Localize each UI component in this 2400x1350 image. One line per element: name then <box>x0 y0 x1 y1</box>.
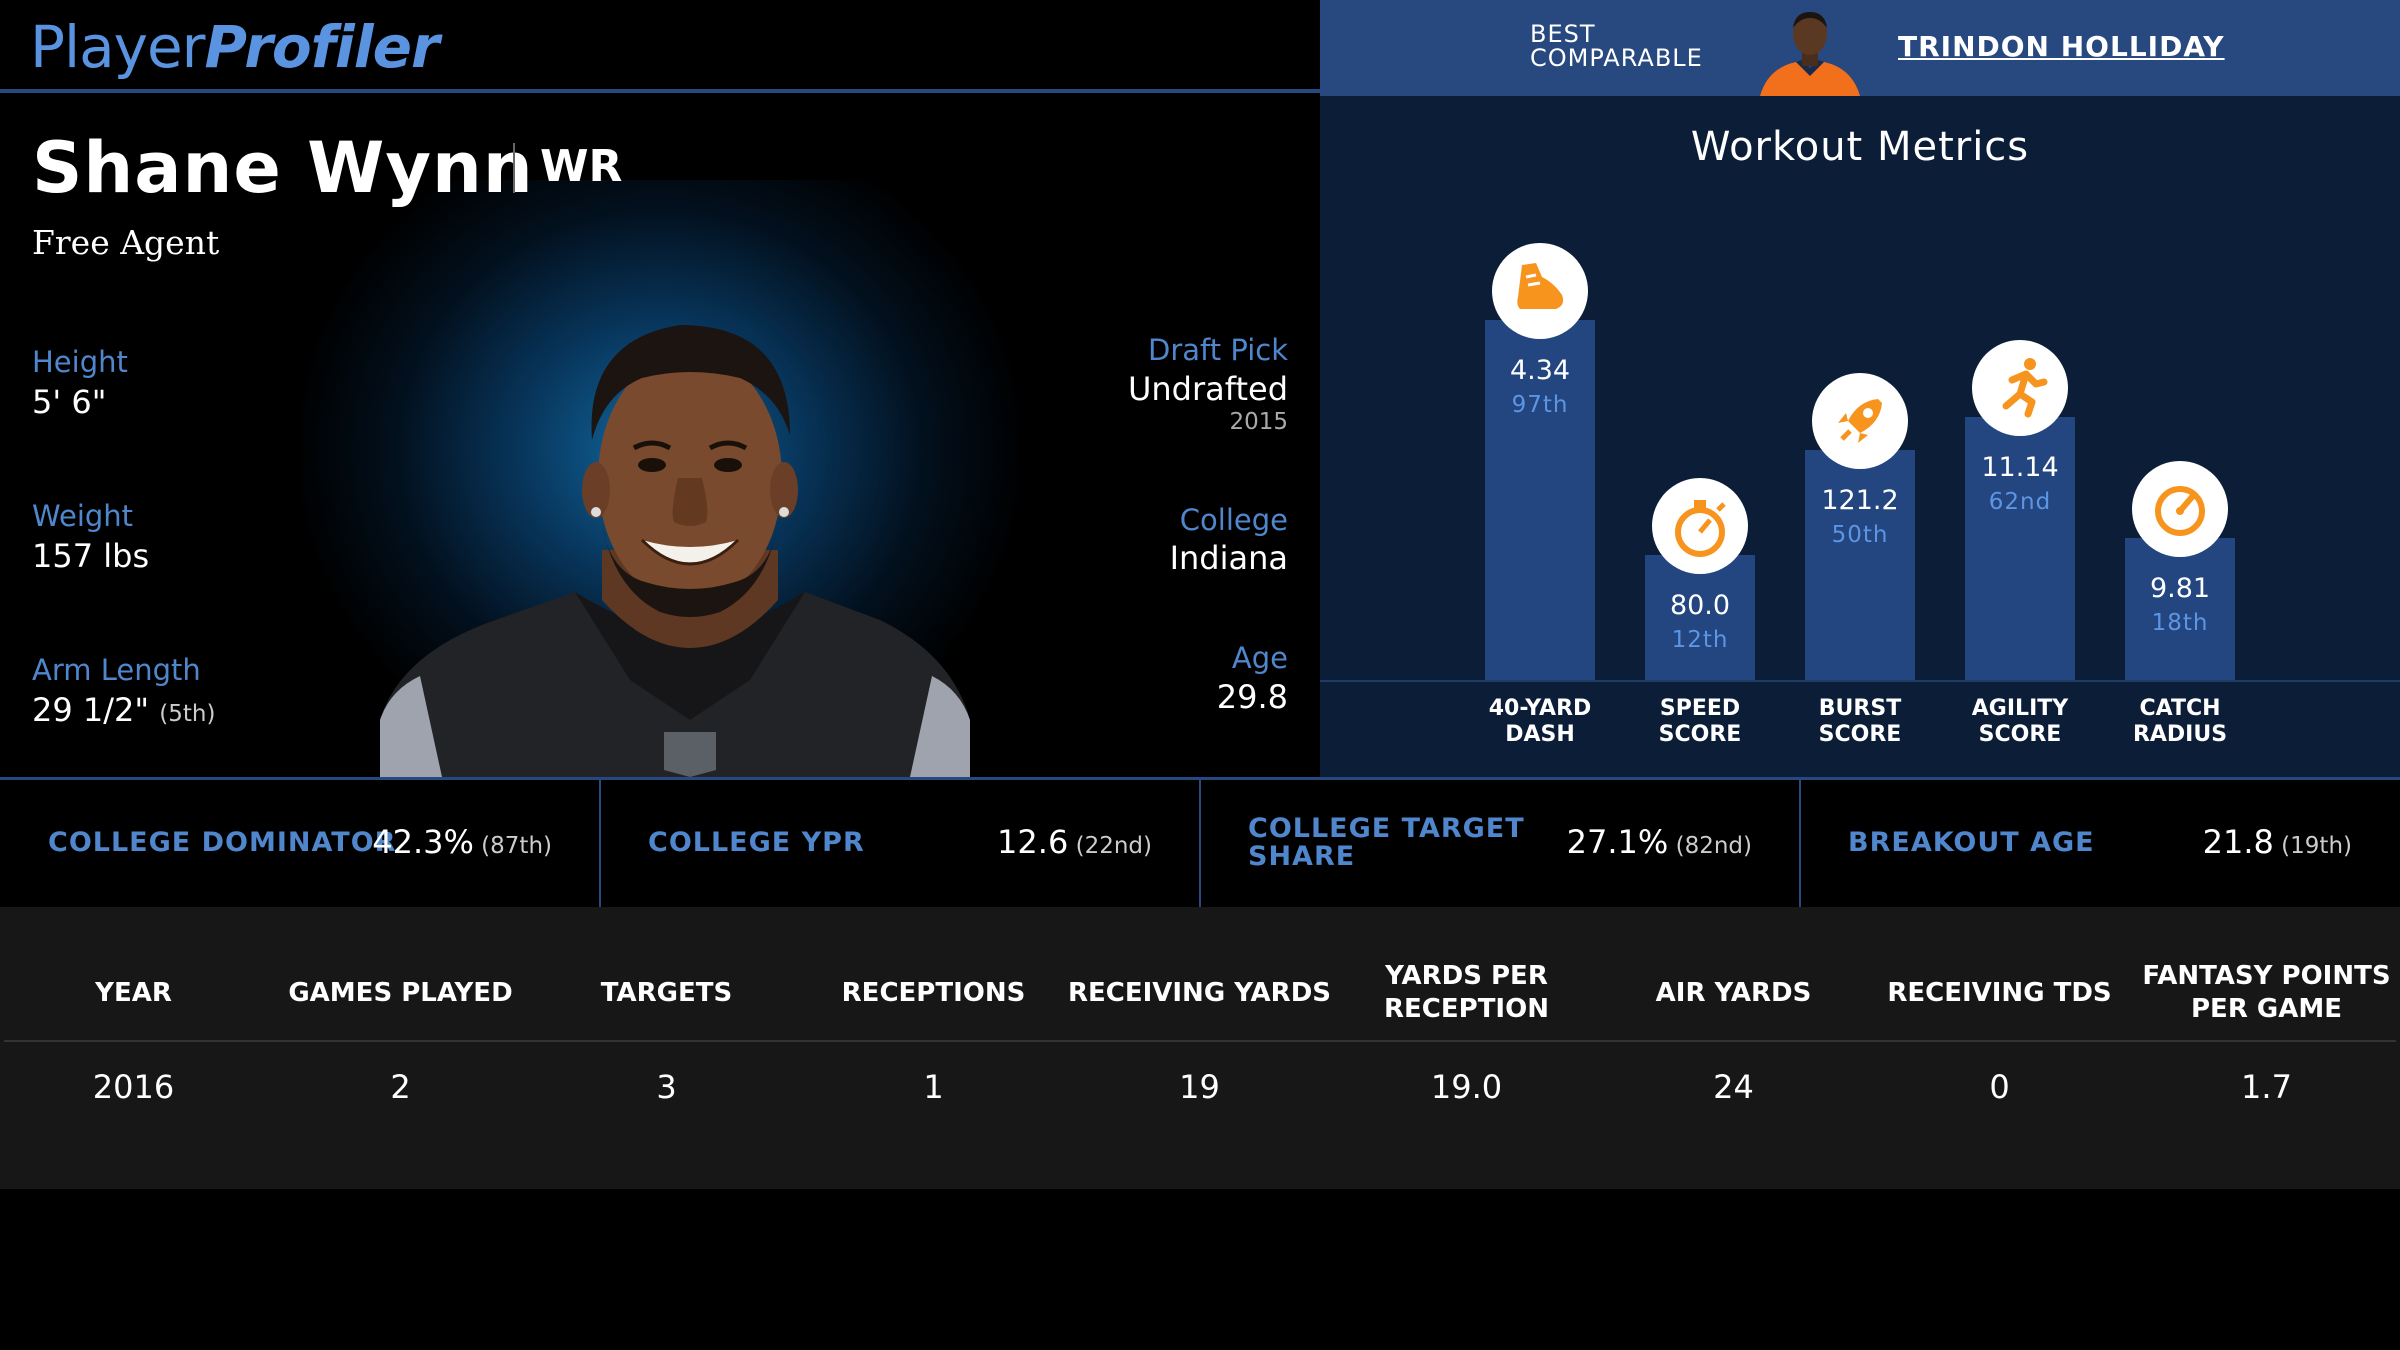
workout-value: 4.34 <box>1509 355 1571 386</box>
college-metrics-strip: COLLEGE DOMINATOR 42.3% (87th) COLLEGE YPR… <box>0 777 2400 907</box>
workout-percentile: 62nd <box>1988 489 2052 515</box>
gauge-icon <box>2132 461 2228 557</box>
comparable-player-link[interactable]: TRINDON HOLLIDAY <box>1898 30 2225 63</box>
workout-percentile: 50th <box>1831 522 1889 548</box>
table-header-cell[interactable]: YARDS PER RECEPTION <box>1384 961 1549 1024</box>
stopwatch-icon <box>1652 478 1748 574</box>
table-cell: 24 <box>1713 1068 1754 1106</box>
player-card: PlayerProfiler Shane Wynn WR Free Agent … <box>0 0 1320 780</box>
table-cell: 2016 <box>92 1068 175 1106</box>
workout-panel: BEST COMPARABLE TRINDON HOLLIDAY Workout… <box>1320 0 2400 777</box>
workout-label: BURST SCORE <box>1818 696 1902 747</box>
workout-label: 40-YARD DASH <box>1488 696 1592 747</box>
age-value: 29.8 <box>1216 678 1288 716</box>
draft-pick-label: Draft Pick <box>1148 333 1288 367</box>
name-separator <box>513 143 515 193</box>
workout-label: AGILITY SCORE <box>1971 696 2069 747</box>
player-position: WR <box>540 141 623 192</box>
season-stats-table: YEAR GAMES PLAYED TARGETS RECEPTIONS RECEIVI… <box>0 907 2400 1189</box>
strip-top-border <box>0 777 2400 780</box>
workout-bar <box>2125 538 2235 680</box>
player-name: Shane Wynn <box>32 127 534 209</box>
header-divider <box>0 89 1320 93</box>
college-value: Indiana <box>1169 539 1288 577</box>
runner-icon <box>1972 340 2068 436</box>
college-metric-label: COLLEGE YPR <box>648 827 865 858</box>
age-label: Age <box>1231 641 1288 675</box>
college-metric-value: 27.1% (82nd) <box>1566 823 1752 861</box>
comparable-avatar <box>1760 12 1860 96</box>
weight-label: Weight <box>32 499 134 533</box>
workout-label: CATCH RADIUS <box>2132 696 2228 747</box>
college-metric-label: COLLEGE TARGET SHARE <box>1248 813 1525 872</box>
table-cell: 1.7 <box>2241 1068 2292 1106</box>
table-cell: 0 <box>1989 1068 2010 1106</box>
workout-value: 9.81 <box>2149 573 2211 604</box>
metric-separator <box>1799 780 1801 907</box>
table-header-divider <box>4 1040 2396 1042</box>
table-header-cell[interactable]: FANTASY POINTS PER GAME <box>2142 961 2391 1024</box>
table-cell: 1 <box>923 1068 944 1106</box>
workout-percentile: 97th <box>1511 392 1569 418</box>
table-cell: 19 <box>1179 1068 1220 1106</box>
header-bar: PlayerProfiler <box>0 0 1320 93</box>
table-cell: 2 <box>390 1068 411 1106</box>
table-header-cell[interactable]: RECEIVING TDS <box>1887 977 2112 1008</box>
table-header-cell[interactable]: AIR YARDS <box>1655 977 1812 1008</box>
workout-bar <box>1965 417 2075 680</box>
college-metric-label: BREAKOUT AGE <box>1848 827 2095 858</box>
playerprofiler-logo[interactable]: PlayerProfiler <box>30 13 440 81</box>
college-metric-value: 21.8 (19th) <box>2202 823 2352 861</box>
workout-metrics-title: Workout Metrics <box>1690 124 2030 170</box>
chart-baseline <box>1320 680 2400 682</box>
workout-value: 80.0 <box>1669 590 1731 621</box>
college-metric-label: COLLEGE DOMINATOR <box>48 827 397 858</box>
arm-length-value: 29 1/2" (5th) <box>32 691 216 729</box>
metric-separator <box>1199 780 1201 907</box>
college-metric-value: 12.6 (22nd) <box>997 823 1152 861</box>
height-value: 5' 6" <box>32 383 107 421</box>
table-header-cell[interactable]: YEAR <box>95 977 172 1008</box>
workout-percentile: 18th <box>2151 610 2209 636</box>
draft-year: 2015 <box>1229 409 1288 435</box>
arm-length-rank: (5th) <box>159 701 216 727</box>
best-comparable-label: BEST COMPARABLE <box>1530 20 1703 72</box>
table-header-cell[interactable]: RECEIVING YARDS <box>1067 977 1332 1008</box>
workout-percentile: 12th <box>1671 627 1729 653</box>
table-header-cell[interactable]: TARGETS <box>600 977 733 1008</box>
table-header-cell[interactable]: GAMES PLAYED <box>288 977 513 1008</box>
draft-pick-value: Undrafted <box>1127 370 1288 408</box>
college-metric-value: 42.3% (87th) <box>372 823 552 861</box>
running-shoe-icon <box>1492 243 1588 339</box>
workout-label: SPEED SCORE <box>1658 696 1742 747</box>
rocket-icon <box>1812 373 1908 469</box>
workout-value: 11.14 <box>1981 452 2059 483</box>
arm-length-label: Arm Length <box>32 653 201 687</box>
table-cell: 3 <box>656 1068 677 1106</box>
player-team: Free Agent <box>32 223 220 262</box>
table-cell: 19.0 <box>1430 1068 1503 1106</box>
table-header-cell[interactable]: RECEPTIONS <box>841 977 1026 1008</box>
height-label: Height <box>32 345 128 379</box>
workout-bar <box>1485 320 1595 680</box>
metric-separator <box>599 780 601 907</box>
weight-value: 157 lbs <box>32 537 150 575</box>
college-label: College <box>1179 503 1288 537</box>
workout-value: 121.2 <box>1821 485 1899 516</box>
workout-bar <box>1645 555 1755 680</box>
best-comparable-bar: BEST COMPARABLE TRINDON HOLLIDAY <box>1320 0 2400 96</box>
workout-bar <box>1805 450 1915 680</box>
player-headshot <box>380 325 970 777</box>
